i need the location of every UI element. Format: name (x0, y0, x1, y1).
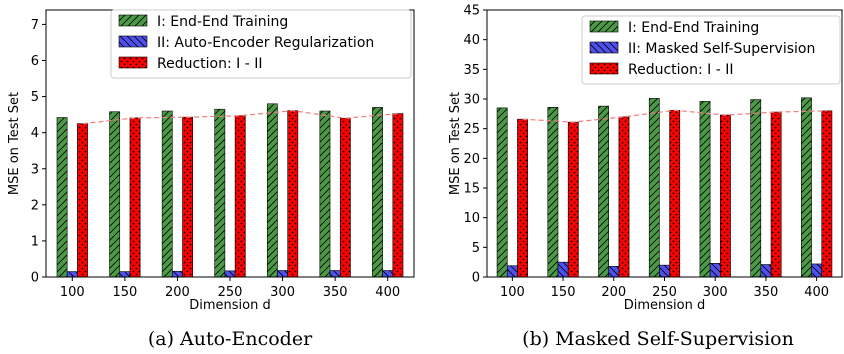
legend-item: I: End-End Training (589, 20, 759, 36)
trend-line (82, 110, 398, 125)
legend-label: II: Masked Self-Supervision (628, 41, 815, 57)
bar (66, 271, 78, 278)
bar (266, 103, 278, 278)
chart-caption: (a) Auto-Encoder (148, 328, 313, 350)
y-tick-label: 1 (31, 234, 39, 249)
bar (547, 107, 559, 278)
bar (648, 98, 660, 278)
legend-label: II: Auto-Encoder Regularization (157, 35, 374, 51)
bar (720, 114, 731, 278)
y-tick-label: 2 (31, 198, 39, 213)
bar (496, 107, 508, 278)
y-tick-label: 3 (31, 162, 39, 177)
bar (608, 266, 620, 278)
bar (224, 270, 236, 278)
bar (382, 270, 394, 278)
legend-item: Reduction: I - II (118, 56, 263, 72)
bar (811, 263, 823, 278)
chart-masked-self-supervision: 0 5 10 15 20 25 30 35 40 45 100 150 200 250 300 350 400 D… (448, 4, 843, 350)
bar (339, 117, 351, 278)
x-tick-label: 150 (112, 285, 137, 300)
bar (214, 108, 226, 278)
bar (699, 101, 711, 278)
bar (669, 109, 681, 278)
legend-item: II: Auto-Encoder Regularization (118, 35, 374, 51)
y-tick-label: 0 (31, 271, 39, 286)
y-tick-label: 4 (31, 126, 39, 141)
bar (659, 264, 670, 278)
y-tick-label: 40 (463, 33, 480, 48)
bar (618, 116, 630, 278)
bar (109, 111, 121, 278)
bar (161, 110, 173, 278)
y-tick-label: 15 (463, 182, 480, 197)
legend: I: End-End Training II: Auto-Encoder Regu… (110, 9, 412, 79)
chart-auto-encoder: 0 1 2 3 4 5 6 7 100 150 200 250 300 350 400 Dimension d… (7, 9, 415, 350)
legend-item: II: Masked Self-Supervision (589, 41, 815, 57)
bar (598, 105, 609, 278)
bar (750, 99, 762, 278)
legend-item: Reduction: I - II (589, 62, 734, 78)
bar (770, 111, 782, 278)
bar (372, 107, 383, 278)
y-tick-label: 0 (472, 271, 480, 286)
y-tick-label: 45 (463, 4, 480, 19)
x-tick-label: 150 (551, 285, 576, 300)
x-tick-label: 300 (703, 285, 728, 300)
bar (287, 110, 299, 278)
x-tick-label: 300 (270, 285, 295, 300)
x-tick-label: 250 (218, 285, 243, 300)
legend-label: I: End-End Training (157, 14, 288, 30)
bar (172, 270, 183, 278)
y-tick-label: 5 (31, 90, 39, 105)
bar (319, 110, 331, 278)
x-tick-label: 400 (804, 285, 829, 300)
y-tick-label: 5 (472, 241, 480, 256)
x-tick-label: 200 (165, 285, 190, 300)
bar (506, 265, 518, 278)
bar (821, 110, 833, 278)
y-tick-label: 35 (463, 63, 480, 78)
x-tick-label: 400 (375, 285, 400, 300)
bar (801, 97, 812, 278)
bar (709, 263, 721, 278)
bar (234, 115, 246, 278)
bar (392, 113, 404, 278)
y-axis-label: MSE on Test Set (7, 92, 22, 195)
y-axis-label: MSE on Test Set (448, 92, 463, 195)
trend-line (522, 109, 827, 123)
x-tick-label: 350 (323, 285, 348, 300)
bar (119, 271, 131, 278)
bar (760, 264, 772, 278)
legend-label: Reduction: I - II (628, 62, 734, 78)
y-tick-label: 20 (463, 152, 480, 167)
bar (77, 123, 88, 278)
x-tick-label: 250 (652, 285, 677, 300)
x-tick-label: 100 (500, 285, 525, 300)
x-axis-label: Dimension d (624, 298, 706, 313)
chart-caption: (b) Masked Self-Supervision (522, 328, 794, 350)
x-tick-label: 100 (60, 285, 85, 300)
bar (56, 117, 68, 278)
bar (129, 117, 141, 278)
bar (567, 121, 579, 278)
bar (277, 270, 288, 278)
legend-item: I: End-End Training (118, 14, 288, 30)
x-tick-label: 200 (601, 285, 626, 300)
y-tick-label: 10 (463, 211, 480, 226)
y-tick-label: 25 (463, 122, 480, 137)
legend-label: Reduction: I - II (157, 56, 263, 72)
legend: I: End-End Training II: Masked Self-Super… (581, 15, 841, 85)
x-tick-label: 350 (754, 285, 779, 300)
legend-label: I: End-End Training (628, 20, 759, 36)
bar (182, 116, 194, 278)
y-tick-label: 30 (463, 93, 480, 108)
bar (557, 261, 569, 278)
bar (517, 118, 528, 278)
y-tick-label: 6 (31, 54, 39, 69)
y-tick-label: 7 (31, 18, 39, 33)
bar (329, 270, 341, 278)
x-axis-label: Dimension d (189, 298, 271, 313)
